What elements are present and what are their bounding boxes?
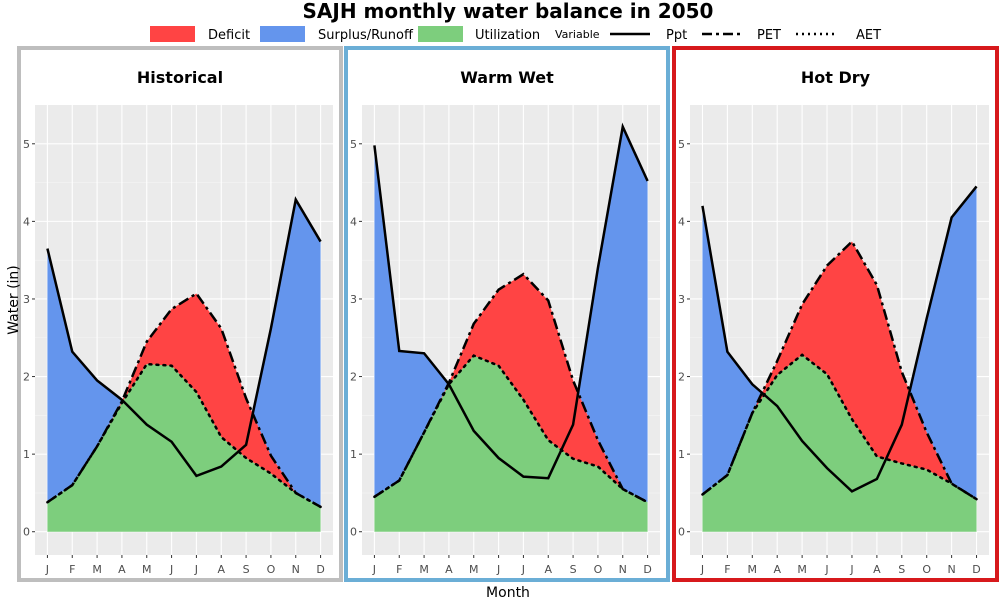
legend-label-pet: PET [757, 28, 781, 43]
x-tick-label: M [797, 563, 807, 576]
x-tick-label: S [898, 563, 905, 576]
y-tick-label: 5 [350, 138, 357, 151]
x-tick-label: A [873, 563, 881, 576]
x-tick-label: J [824, 563, 828, 576]
aet-line [373, 354, 649, 504]
legend-label-ppt: Ppt [666, 28, 687, 43]
pet-line [373, 272, 649, 504]
deficit-area [424, 274, 623, 490]
panel-title: Warm Wet [460, 68, 554, 87]
legend-label-utilization: Utilization [475, 28, 540, 43]
y-tick-label: 2 [678, 371, 685, 384]
y-tick-label: 5 [23, 138, 30, 151]
x-tick-label: D [316, 563, 324, 576]
utilization-area [47, 364, 321, 532]
y-tick-label: 0 [678, 526, 685, 539]
x-tick-label: J [194, 563, 198, 576]
x-tick-label: O [922, 563, 931, 576]
surplus-area [47, 248, 123, 503]
x-tick-label: A [118, 563, 126, 576]
x-tick-label: F [69, 563, 75, 576]
x-tick-label: O [594, 563, 603, 576]
utilization-area [374, 355, 648, 532]
surplus-area [374, 145, 449, 497]
x-tick-label: J [521, 563, 525, 576]
x-tick-label: A [217, 563, 225, 576]
x-tick-label: S [570, 563, 577, 576]
panel-warm-wet: 0 1 2 3 4 5 J F M A M J J A S O N D Warm Wet [344, 46, 670, 582]
x-tick-label: N [619, 563, 627, 576]
x-tick-label: F [396, 563, 402, 576]
legend-key-surplus [260, 26, 305, 42]
y-tick-label: 2 [350, 371, 357, 384]
y-tick-label: 1 [678, 448, 685, 461]
y-tick-label: 2 [23, 371, 30, 384]
x-axis-title: Month [486, 585, 530, 600]
figure-title: SAJH monthly water balance in 2050 [303, 0, 714, 23]
x-tick-label: J [45, 563, 49, 576]
y-tick-label: 4 [23, 215, 30, 228]
panels: 0 1 2 3 4 5 J F M A M J J A S O N D Historical 0 1 2 3 4 5 J F M A M J… [17, 46, 999, 582]
x-tick-label: S [243, 563, 250, 576]
legend-label-aet: AET [856, 28, 881, 43]
y-tick-label: 0 [23, 526, 30, 539]
y-tick-label: 4 [350, 215, 357, 228]
x-tick-label: M [419, 563, 429, 576]
x-tick-label: O [267, 563, 276, 576]
panel-border [17, 46, 343, 582]
surplus-area [702, 205, 762, 495]
x-tick-label: D [972, 563, 980, 576]
legend-variable-title: Variable [555, 28, 600, 41]
surplus-area [578, 126, 648, 503]
x-tick-label: N [292, 563, 300, 576]
x-tick-label: J [849, 563, 853, 576]
x-tick-label: A [445, 563, 453, 576]
panel-title: Historical [137, 68, 223, 87]
y-axis-title: Water (in) [6, 265, 22, 335]
x-tick-label: A [773, 563, 781, 576]
x-tick-label: D [643, 563, 651, 576]
panel-historical: 0 1 2 3 4 5 J F M A M J J A S O N D Historical [17, 46, 343, 582]
ppt-line [701, 185, 978, 493]
aet-line [46, 362, 322, 509]
panel-border [672, 46, 999, 582]
aet-line [701, 353, 978, 501]
surplus-area [909, 186, 977, 500]
x-tick-label: J [169, 563, 173, 576]
panel-border [344, 46, 670, 582]
legend-key-deficit [150, 26, 195, 42]
y-tick-label: 3 [350, 293, 357, 306]
ppt-line [373, 122, 649, 480]
x-tick-label: M [748, 563, 758, 576]
surplus-area [252, 199, 321, 507]
legend: Deficit Surplus/Runoff Utilization Varia… [150, 26, 881, 43]
pet-line [46, 291, 322, 508]
x-tick-label: M [142, 563, 152, 576]
x-tick-label: J [372, 563, 376, 576]
y-tick-label: 0 [350, 526, 357, 539]
y-tick-label: 3 [23, 293, 30, 306]
x-tick-label: A [544, 563, 552, 576]
x-tick-label: F [724, 563, 730, 576]
y-tick-label: 1 [350, 448, 357, 461]
y-tick-label: 4 [678, 215, 685, 228]
x-tick-label: J [496, 563, 500, 576]
legend-label-surplus: Surplus/Runoff [318, 28, 414, 43]
y-tick-label: 5 [678, 138, 685, 151]
legend-label-deficit: Deficit [208, 28, 250, 43]
legend-key-utilization [418, 26, 463, 42]
panel-title: Hot Dry [801, 68, 871, 87]
y-tick-label: 3 [678, 293, 685, 306]
pet-line [701, 239, 978, 501]
x-tick-label: J [700, 563, 704, 576]
panel-hot-dry: 0 1 2 3 4 5 J F M A M J J A S O N D Hot Dry [672, 46, 999, 582]
x-tick-label: M [469, 563, 479, 576]
x-tick-label: M [92, 563, 102, 576]
x-tick-label: N [948, 563, 956, 576]
ppt-line [46, 196, 322, 478]
y-tick-label: 1 [23, 448, 30, 461]
